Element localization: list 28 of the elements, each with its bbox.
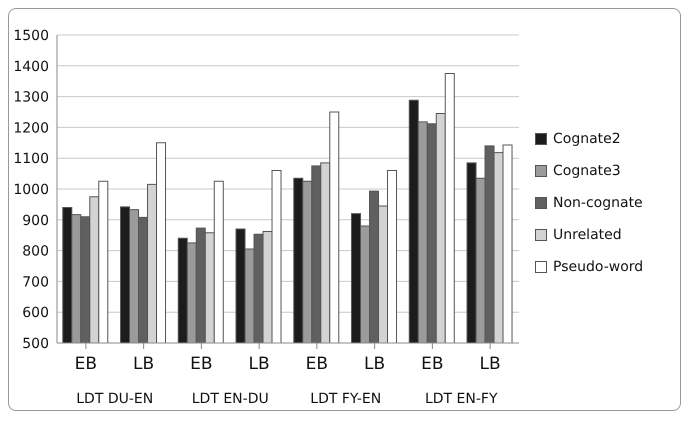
x-tick-label: EB bbox=[421, 354, 444, 374]
x-tick-label: EB bbox=[74, 354, 98, 374]
y-tick-label: 1200 bbox=[13, 120, 49, 136]
text: LDT EN-FY bbox=[424, 391, 499, 407]
y-tick-label: 800 bbox=[22, 244, 49, 260]
x-tick-label: EB bbox=[190, 354, 213, 374]
y-tick-label: 900 bbox=[22, 212, 49, 229]
x-tick-label: LB bbox=[364, 354, 386, 374]
y-tick-label: 1000 bbox=[13, 182, 49, 198]
text: LDT DU-EN bbox=[75, 391, 154, 407]
y-tick-label: 600 bbox=[22, 305, 49, 322]
y-tick-label: 700 bbox=[22, 274, 49, 290]
y-tick-label: 500 bbox=[22, 336, 49, 352]
legend-label: Cognate2 bbox=[553, 131, 621, 147]
text: LDT FY-EN bbox=[309, 391, 382, 407]
y-tick-label: 1500 bbox=[13, 28, 49, 44]
legend-label: Pseudo-word bbox=[553, 259, 644, 275]
y-tick-label: 1400 bbox=[13, 58, 49, 75]
y-tick-label: 1300 bbox=[13, 90, 49, 106]
legend-label: Non-cognate bbox=[553, 195, 643, 211]
text: LDT EN-DU bbox=[190, 391, 270, 407]
y-tick-label: 1100 bbox=[13, 151, 49, 168]
x-tick-label: EB bbox=[306, 354, 328, 374]
x-tick-label: LB bbox=[480, 354, 501, 374]
legend-label: Cognate3 bbox=[553, 163, 621, 179]
x-tick-label: LB bbox=[133, 354, 154, 374]
legend-label: Unrelated bbox=[553, 227, 622, 243]
x-tick-label: LB bbox=[248, 354, 270, 374]
